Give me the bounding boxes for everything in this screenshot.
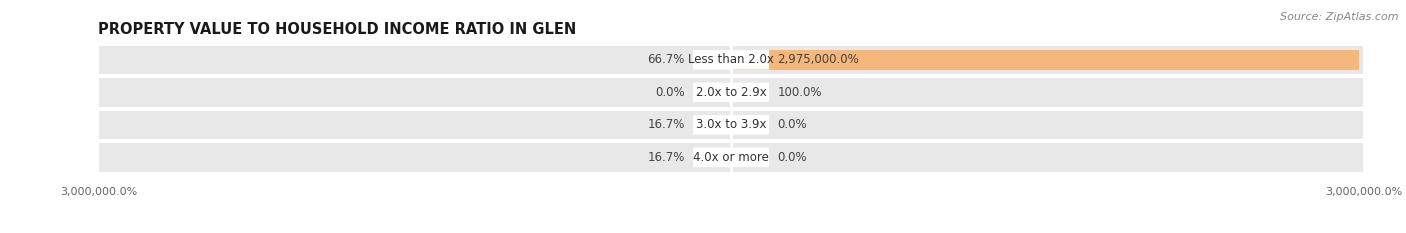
Text: 16.7%: 16.7% xyxy=(647,118,685,131)
FancyBboxPatch shape xyxy=(693,82,769,102)
Text: 0.0%: 0.0% xyxy=(655,86,685,99)
Text: 0.0%: 0.0% xyxy=(778,151,807,164)
Bar xyxy=(98,77,1364,108)
FancyBboxPatch shape xyxy=(693,50,769,70)
Text: 66.7%: 66.7% xyxy=(647,53,685,66)
Text: 4.0x or more: 4.0x or more xyxy=(693,151,769,164)
Text: PROPERTY VALUE TO HOUSEHOLD INCOME RATIO IN GLEN: PROPERTY VALUE TO HOUSEHOLD INCOME RATIO… xyxy=(98,22,576,37)
Text: 2,975,000.0%: 2,975,000.0% xyxy=(778,53,859,66)
Text: 16.7%: 16.7% xyxy=(647,151,685,164)
Text: 0.0%: 0.0% xyxy=(778,118,807,131)
Text: 100.0%: 100.0% xyxy=(778,86,823,99)
FancyBboxPatch shape xyxy=(693,147,769,167)
FancyBboxPatch shape xyxy=(693,115,769,135)
Text: 3.0x to 3.9x: 3.0x to 3.9x xyxy=(696,118,766,131)
Text: Source: ZipAtlas.com: Source: ZipAtlas.com xyxy=(1281,12,1399,22)
Bar xyxy=(731,50,1358,70)
Text: 2.0x to 2.9x: 2.0x to 2.9x xyxy=(696,86,766,99)
Bar xyxy=(98,45,1364,75)
Text: Less than 2.0x: Less than 2.0x xyxy=(688,53,775,66)
Bar xyxy=(98,142,1364,173)
Bar xyxy=(98,110,1364,140)
